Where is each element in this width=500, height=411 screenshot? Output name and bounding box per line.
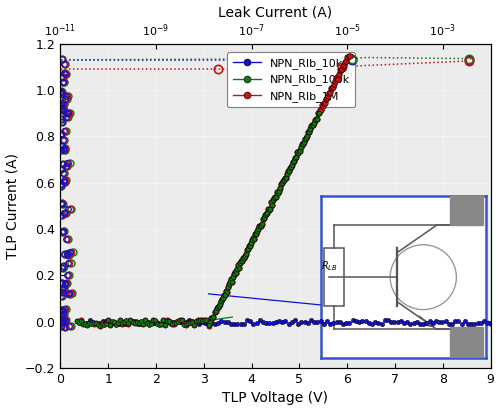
X-axis label: Leak Current (A): Leak Current (A) (218, 6, 332, 20)
Legend: NPN_RIb_10k, NPN_RIb_100k, NPN_RIb_1M: NPN_RIb_10k, NPN_RIb_100k, NPN_RIb_1M (227, 52, 355, 107)
X-axis label: TLP Voltage (V): TLP Voltage (V) (222, 391, 328, 405)
Y-axis label: TLP Current (A): TLP Current (A) (6, 153, 20, 259)
